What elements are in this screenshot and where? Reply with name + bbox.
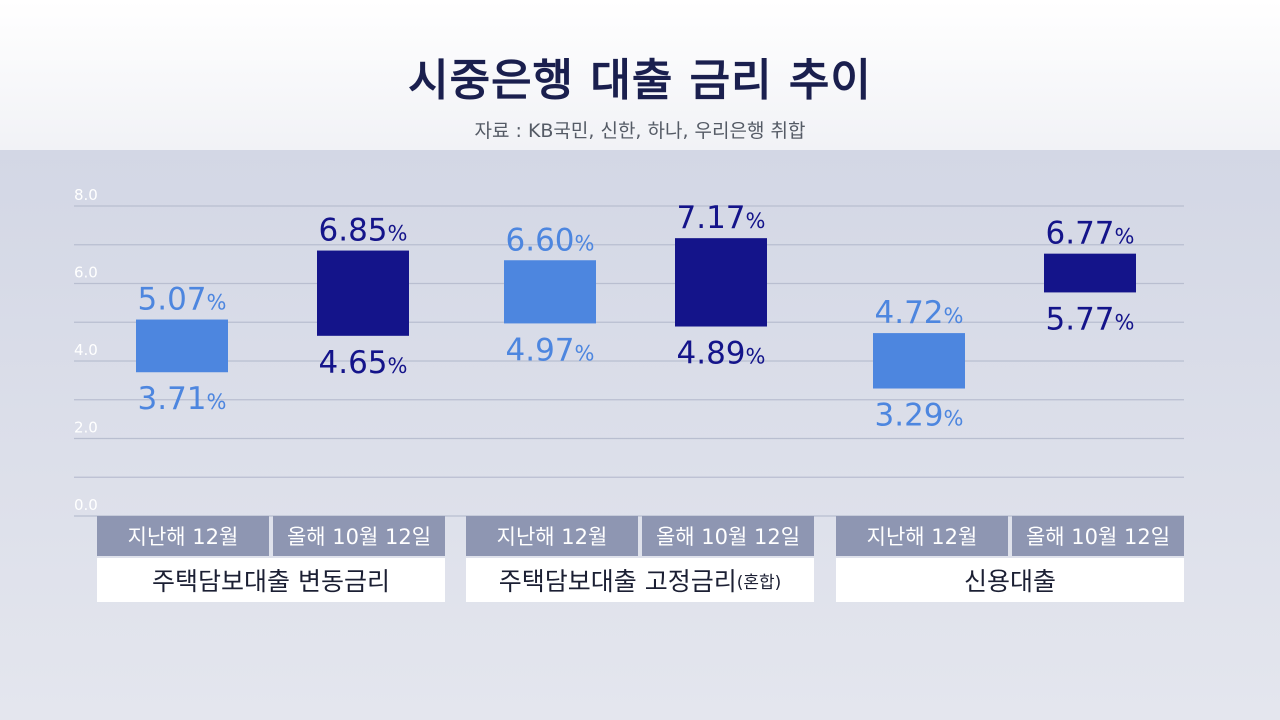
category-group: 지난해 12월 올해 10월 12일 신용대출	[836, 516, 1184, 602]
category-group: 지난해 12월 올해 10월 12일 주택담보대출 고정금리 (혼합)	[466, 516, 814, 602]
category-name: 신용대출	[963, 567, 1056, 596]
category-group: 지난해 12월 올해 10월 12일 주택담보대출 변동금리	[97, 516, 445, 602]
category-name: 주택담보대출 변동금리	[152, 567, 390, 596]
high-value-label: 4.72%	[875, 295, 964, 331]
high-value-label: 5.07%	[138, 282, 227, 318]
category-label: 주택담보대출 고정금리 (혼합)	[466, 558, 814, 602]
range-bar	[317, 250, 409, 336]
category-label: 신용대출	[836, 558, 1184, 602]
low-value-label: 4.89%	[677, 336, 766, 372]
chart-title: 시중은행 대출 금리 추이	[408, 55, 872, 106]
period-label: 올해 10월 12일	[273, 516, 445, 556]
period-label: 지난해 12월	[836, 516, 1008, 556]
period-label: 올해 10월 12일	[1012, 516, 1184, 556]
category-label: 주택담보대출 변동금리	[97, 558, 445, 602]
low-value-label: 3.29%	[875, 398, 964, 434]
low-value-label: 4.97%	[506, 332, 595, 368]
range-bar	[504, 260, 596, 324]
y-tick-label: 2.0	[74, 419, 98, 437]
source-note: 자료 : KB국민, 신한, 하나, 우리은행 취합	[474, 120, 806, 142]
high-value-label: 6.77%	[1046, 216, 1135, 252]
period-label: 올해 10월 12일	[642, 516, 814, 556]
low-value-label: 3.71%	[138, 381, 227, 417]
category-suffix: (혼합)	[736, 572, 782, 593]
y-tick-label: 4.0	[74, 341, 98, 359]
y-tick-label: 6.0	[74, 264, 98, 282]
y-tick-label: 8.0	[74, 186, 98, 204]
category-name: 주택담보대출 고정금리	[498, 567, 737, 596]
period-label: 지난해 12월	[466, 516, 638, 556]
high-value-label: 6.85%	[319, 213, 408, 249]
range-bar	[136, 319, 228, 373]
low-value-label: 4.65%	[319, 345, 408, 381]
range-bar	[675, 238, 767, 327]
high-value-label: 7.17%	[677, 200, 766, 236]
header: 시중은행 대출 금리 추이 자료 : KB국민, 신한, 하나, 우리은행 취합	[0, 0, 1280, 150]
y-tick-label: 0.0	[74, 496, 98, 514]
range-bar	[1044, 253, 1136, 293]
period-label: 지난해 12월	[97, 516, 269, 556]
low-value-label: 5.77%	[1046, 301, 1135, 337]
high-value-label: 6.60%	[506, 222, 595, 258]
range-bar	[873, 333, 965, 389]
